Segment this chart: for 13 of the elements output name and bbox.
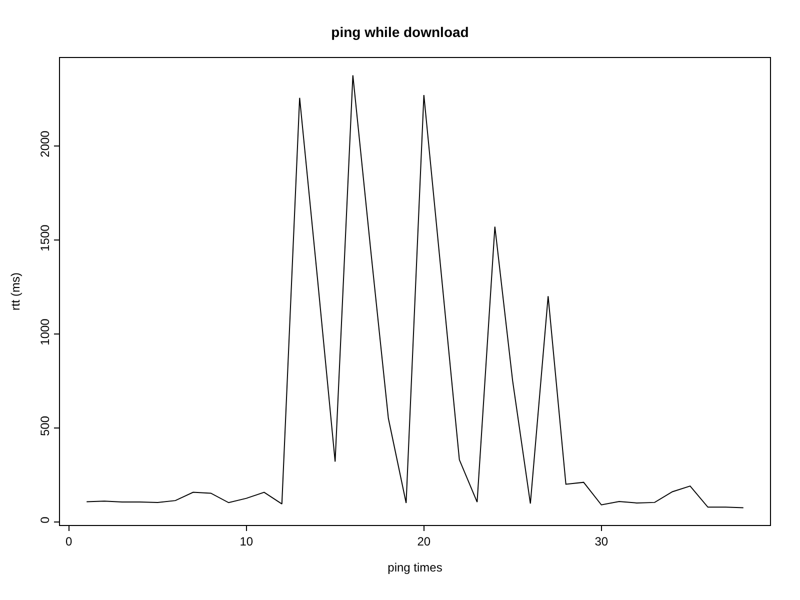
y-tick-label: 0 bbox=[38, 516, 52, 524]
x-tick-label: 10 bbox=[240, 534, 254, 548]
chart-title: ping while download bbox=[331, 24, 469, 40]
y-tick-label: 1500 bbox=[38, 224, 52, 252]
line-series bbox=[86, 74, 744, 508]
x-tick-label: 0 bbox=[66, 534, 73, 548]
x-axis-title: ping times bbox=[388, 560, 442, 574]
x-tick-label: 30 bbox=[594, 534, 608, 548]
y-tick-label: 2000 bbox=[38, 130, 52, 158]
y-tick-label: 500 bbox=[38, 416, 52, 436]
x-tick-label: 20 bbox=[417, 534, 431, 548]
y-axis-title: rtt (ms) bbox=[8, 272, 22, 310]
y-tick-label: 1000 bbox=[38, 318, 52, 346]
